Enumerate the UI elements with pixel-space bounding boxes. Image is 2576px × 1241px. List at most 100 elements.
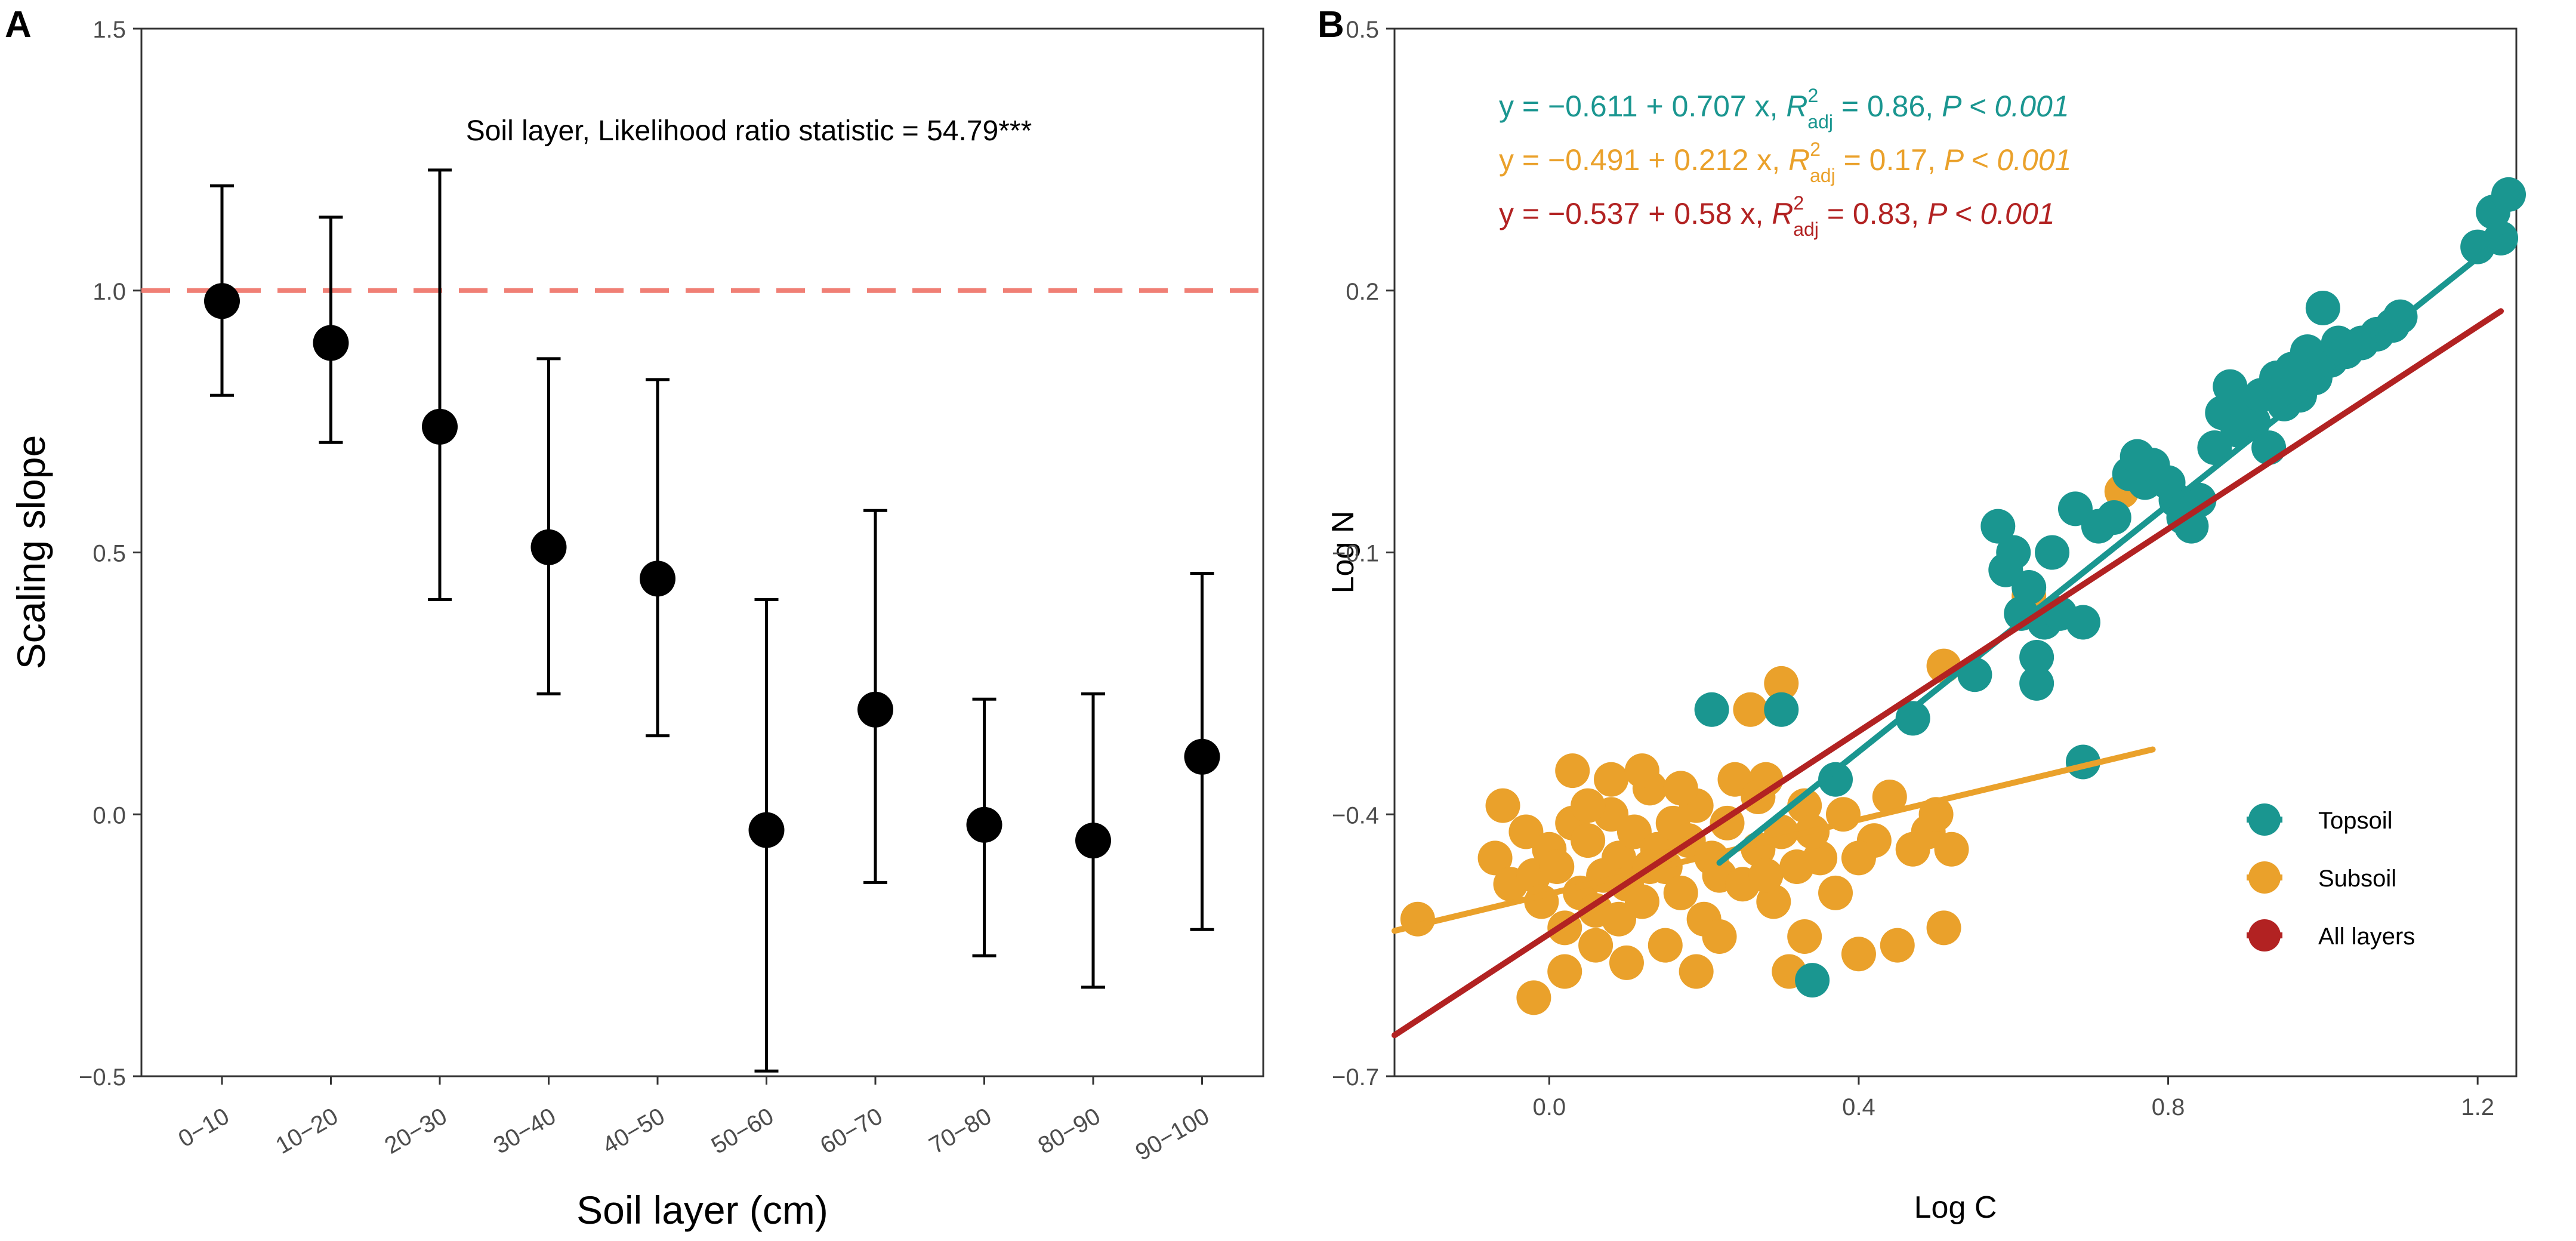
y-tick-label: −0.1 — [1332, 541, 1379, 567]
all-layers-fit-line — [1392, 308, 2504, 1039]
x-tick-label: 0.8 — [2152, 1094, 2185, 1120]
slope-point — [313, 325, 349, 361]
subsoil-point — [1841, 937, 1876, 972]
panel-b-x-ticks: 0.0 0.4 0.8 1.2 — [1533, 1076, 2494, 1120]
topsoil-point — [1795, 963, 1830, 998]
panel-a-label: A — [5, 4, 32, 45]
x-tick-label: 0.4 — [1842, 1094, 1875, 1120]
topsoil-point — [2019, 666, 2054, 701]
x-tick-label: 30−40 — [489, 1103, 560, 1159]
subsoil-point — [1624, 753, 1659, 789]
topsoil-point — [2035, 535, 2070, 570]
legend: Topsoil Subsoil All layers — [2247, 803, 2415, 951]
legend-label: Subsoil — [2318, 866, 2396, 892]
y-tick-label: 0.2 — [1346, 279, 1379, 305]
panel-a-x-ticks: 0−10 10−20 20−30 30−40 40−50 50−60 60−70 70−80 8… — [174, 1076, 1214, 1166]
legend-label: All layers — [2318, 923, 2415, 950]
equation-subsoil: y = −0.491 + 0.212 x, R2 adj = 0.17, P < … — [1499, 138, 2071, 186]
panel-a-y-axis-label: Scaling slope — [9, 435, 53, 670]
subsoil-point — [1547, 954, 1582, 989]
subsoil-point — [1571, 823, 1606, 858]
subsoil-point — [1872, 780, 1907, 814]
equation-topsoil: y = −0.611 + 0.707 x, R2 adj = 0.86, P < … — [1499, 85, 2069, 133]
equation-p: P < 0.001 — [1927, 197, 2055, 230]
legend-key-point — [2248, 861, 2281, 894]
topsoil-point — [1818, 762, 1853, 797]
topsoil-point — [2019, 640, 2054, 675]
panel-a-x-axis-label: Soil layer (cm) — [576, 1188, 828, 1232]
slope-point — [530, 529, 567, 565]
topsoil-point — [2012, 570, 2047, 605]
panel-b-x-axis-label: Log C — [1914, 1190, 1997, 1225]
subsoil-point — [1787, 788, 1822, 823]
equation-text: y = −0.491 + 0.212 x, — [1499, 143, 1788, 177]
subsoil-points — [1400, 474, 2139, 1015]
subsoil-point — [1818, 875, 1853, 910]
x-tick-label: 20−30 — [380, 1103, 451, 1159]
x-tick-label: 10−20 — [272, 1103, 343, 1159]
topsoil-fit-line — [1716, 230, 2512, 866]
subsoil-point — [1663, 771, 1698, 806]
subsoil-point — [1733, 692, 1768, 727]
subsoil-fit-line — [1392, 746, 2156, 934]
y-tick-label: 1.0 — [92, 279, 126, 305]
equation-r-sup: 2 — [1810, 138, 1821, 160]
subsoil-point — [1602, 840, 1636, 876]
x-tick-label: 50−60 — [707, 1103, 778, 1159]
equation-r-sub: adj — [1807, 111, 1833, 133]
legend-key-point — [2248, 803, 2281, 836]
equation-r: R — [1786, 90, 1807, 123]
subsoil-point — [1663, 875, 1698, 910]
subsoil-point — [1679, 954, 1714, 989]
panel-a-y-ticks: −0.5 0.0 0.5 1.0 1.5 — [79, 17, 141, 1091]
x-tick-label: 80−90 — [1034, 1103, 1105, 1159]
y-tick-label: −0.4 — [1332, 802, 1379, 829]
subsoil-point — [1926, 910, 1961, 946]
equation-r-sub: adj — [1793, 218, 1819, 240]
topsoil-point — [1996, 535, 2031, 570]
subsoil-point — [1524, 884, 1559, 919]
subsoil-point — [1571, 788, 1606, 823]
equation-all-layers: y = −0.537 + 0.58 x, R2 adj = 0.83, P < 0… — [1499, 192, 2055, 240]
subsoil-point — [1594, 762, 1629, 797]
topsoil-point — [2491, 177, 2526, 212]
subsoil-point — [1702, 919, 1737, 954]
panel-b-y-ticks: −0.7 −0.4 −0.1 0.2 0.5 — [1332, 17, 1395, 1091]
y-tick-label: −0.5 — [79, 1064, 126, 1091]
equation-r-sup: 2 — [1807, 85, 1818, 106]
equation-text: = 0.83, — [1819, 197, 1927, 230]
y-tick-label: 0.0 — [92, 802, 126, 829]
x-tick-label: 40−50 — [598, 1103, 669, 1159]
equation-r: R — [1772, 197, 1793, 230]
subsoil-point — [1578, 928, 1614, 963]
equation-r-sub: adj — [1810, 165, 1835, 186]
subsoil-point — [1748, 858, 1784, 893]
x-tick-label: 90−100 — [1131, 1103, 1214, 1166]
subsoil-point — [1485, 788, 1520, 823]
subsoil-point — [1400, 901, 1435, 937]
y-tick-label: 0.5 — [1346, 17, 1379, 43]
subsoil-point — [1516, 980, 1551, 1015]
equation-text: y = −0.537 + 0.58 x, — [1499, 197, 1772, 230]
equation-r: R — [1788, 143, 1810, 177]
x-tick-label: 0.0 — [1533, 1094, 1566, 1120]
topsoil-point — [1694, 692, 1729, 727]
panel-a: A Soil layer, Likelihood ratio statistic… — [5, 4, 1264, 1232]
x-tick-label: 1.2 — [2461, 1094, 2494, 1120]
x-tick-label: 0−10 — [174, 1103, 233, 1153]
subsoil-point — [1609, 945, 1644, 980]
legend-label: Topsoil — [2318, 808, 2393, 834]
topsoil-point — [1764, 692, 1799, 727]
slope-point — [748, 812, 785, 848]
panel-a-marks — [204, 168, 1220, 1073]
subsoil-point — [1787, 919, 1822, 954]
y-tick-label: 0.5 — [92, 541, 126, 567]
topsoil-point — [2065, 605, 2100, 640]
slope-point — [966, 806, 1002, 843]
subsoil-point — [1841, 840, 1876, 876]
topsoil-point — [1980, 509, 2016, 544]
slope-point — [422, 408, 458, 445]
subsoil-point — [1602, 901, 1636, 937]
panel-b-label: B — [1318, 4, 1344, 45]
equations: y = −0.611 + 0.707 x, R2 adj = 0.86, P < … — [1499, 85, 2071, 240]
